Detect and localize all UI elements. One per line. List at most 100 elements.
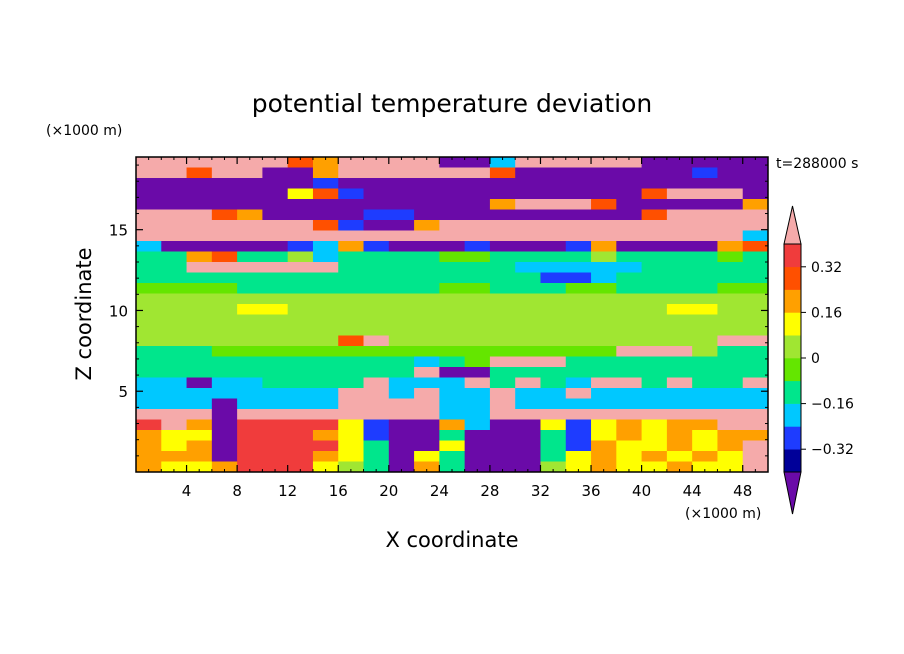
heatmap-cell xyxy=(388,272,415,284)
heatmap-cell xyxy=(742,356,768,368)
heatmap-cell xyxy=(439,314,466,326)
heatmap-cell xyxy=(237,461,263,472)
heatmap-cell xyxy=(237,325,263,337)
heatmap-cell xyxy=(464,188,491,200)
heatmap-cell xyxy=(388,209,415,221)
heatmap-cell xyxy=(439,188,466,200)
heatmap-cell xyxy=(540,178,567,190)
heatmap-cell xyxy=(211,314,238,326)
heatmap-cell xyxy=(515,377,542,389)
heatmap-cell xyxy=(641,157,668,169)
heatmap-cell xyxy=(489,262,516,274)
heatmap-cell xyxy=(591,220,617,232)
heatmap-cell xyxy=(136,451,162,463)
heatmap-cell xyxy=(515,220,542,232)
heatmap-cell xyxy=(666,199,693,211)
heatmap-cell xyxy=(489,283,516,295)
heatmap-cell xyxy=(287,209,314,221)
heatmap-cell xyxy=(692,430,719,442)
heatmap-cell xyxy=(312,209,339,221)
heatmap-cell xyxy=(666,409,693,421)
heatmap-cell xyxy=(439,283,466,295)
heatmap-cell xyxy=(489,209,516,221)
heatmap-cell xyxy=(388,188,415,200)
heatmap-cell xyxy=(388,241,415,253)
heatmap-cell xyxy=(666,335,693,347)
heatmap-cell xyxy=(136,283,162,295)
heatmap-cell xyxy=(717,220,744,232)
heatmap-cell xyxy=(666,314,693,326)
heatmap-cell xyxy=(616,388,643,400)
heatmap-cell xyxy=(666,419,693,431)
heatmap-cell xyxy=(641,388,668,400)
heatmap-cell xyxy=(489,241,516,253)
heatmap-cell xyxy=(616,314,643,326)
heatmap-cell xyxy=(641,461,668,472)
heatmap-cell xyxy=(211,251,238,263)
heatmap-cell xyxy=(312,293,339,305)
heatmap-cell xyxy=(287,356,314,368)
heatmap-cell xyxy=(338,461,365,472)
heatmap-cell xyxy=(186,251,213,263)
heatmap-cell xyxy=(641,304,668,316)
heatmap-cell xyxy=(565,335,592,347)
heatmap-cell xyxy=(439,409,466,421)
heatmap-cell xyxy=(565,367,592,379)
heatmap-cell xyxy=(666,325,693,337)
heatmap-cell xyxy=(439,241,466,253)
colorbar: −0.32 −0.16 0 0.16 0.32 xyxy=(783,205,854,515)
heatmap-cell xyxy=(464,346,491,358)
heatmap-cell xyxy=(464,178,491,190)
heatmap-cell xyxy=(666,188,693,200)
heatmap-cell xyxy=(237,178,263,190)
heatmap-cell xyxy=(515,199,542,211)
heatmap-cell xyxy=(136,430,162,442)
heatmap-cell xyxy=(211,325,238,337)
heatmap-cell xyxy=(439,167,466,179)
heatmap-cell xyxy=(717,419,744,431)
heatmap-cell xyxy=(515,314,542,326)
heatmap-cell xyxy=(161,325,188,337)
heatmap-cell xyxy=(742,451,768,463)
heatmap-cell xyxy=(515,304,542,316)
heatmap-cell xyxy=(692,367,719,379)
heatmap-cell xyxy=(161,188,188,200)
heatmap-cell xyxy=(186,304,213,316)
heatmap-cell xyxy=(312,188,339,200)
heatmap-cell xyxy=(540,356,567,368)
heatmap-cell xyxy=(262,377,289,389)
heatmap-cell xyxy=(742,283,768,295)
heatmap-cell xyxy=(439,356,466,368)
heatmap-cell xyxy=(414,398,440,410)
heatmap-cell xyxy=(388,451,415,463)
heatmap-cell xyxy=(641,283,668,295)
heatmap-cell xyxy=(338,283,365,295)
heatmap-cell xyxy=(161,377,188,389)
heatmap-cell xyxy=(211,272,238,284)
heatmap-cell xyxy=(439,377,466,389)
heatmap-cell xyxy=(262,241,289,253)
heatmap-cell xyxy=(161,178,188,190)
heatmap-cell xyxy=(262,188,289,200)
heatmap-cell xyxy=(515,230,542,242)
heatmap-cell xyxy=(136,398,162,410)
y-unit-label: (×1000 m) xyxy=(46,123,122,139)
heatmap-cell xyxy=(616,293,643,305)
x-tick-label: 40 xyxy=(632,482,651,500)
heatmap-cell xyxy=(312,241,339,253)
heatmap-cell xyxy=(489,199,516,211)
heatmap-cell xyxy=(515,157,542,169)
heatmap-cell xyxy=(641,398,668,410)
y-tick-label: 15 xyxy=(109,222,128,240)
heatmap-cell xyxy=(186,199,213,211)
heatmap-cell xyxy=(312,377,339,389)
heatmap-cell xyxy=(136,440,162,452)
heatmap-cell xyxy=(161,451,188,463)
heatmap-cell xyxy=(211,398,238,410)
heatmap-cell xyxy=(717,314,744,326)
heatmap-cell xyxy=(717,167,744,179)
heatmap-cell xyxy=(312,304,339,316)
heatmap-cell xyxy=(666,356,693,368)
heatmap-cell xyxy=(692,388,719,400)
heatmap-cell xyxy=(439,346,466,358)
